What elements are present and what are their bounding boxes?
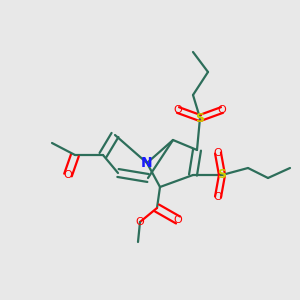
Text: N: N bbox=[141, 156, 153, 170]
Text: O: O bbox=[136, 217, 144, 227]
Text: S: S bbox=[218, 169, 226, 182]
Text: O: O bbox=[214, 192, 222, 202]
Text: O: O bbox=[64, 170, 72, 180]
Text: O: O bbox=[218, 105, 226, 115]
Text: O: O bbox=[214, 148, 222, 158]
Text: S: S bbox=[196, 112, 205, 124]
Text: O: O bbox=[174, 105, 182, 115]
Text: O: O bbox=[174, 215, 182, 225]
